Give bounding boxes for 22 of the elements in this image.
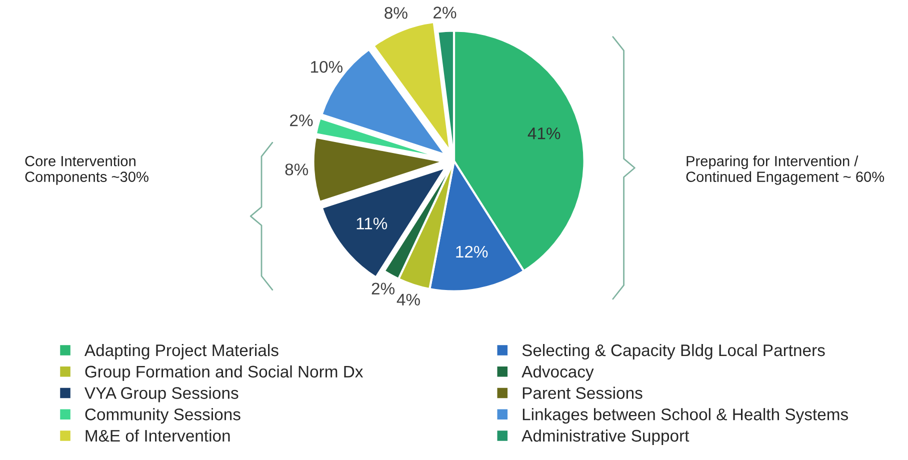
data-label: 2% (434, 6, 456, 18)
legend-label: VYA Group Sessions (84, 386, 238, 402)
data-label: 2% (290, 114, 313, 126)
legend-label: Advocacy (522, 365, 594, 381)
data-label: 4% (396, 294, 420, 306)
legend-label: M&E of Intervention (86, 429, 230, 442)
text: Preparing for Intervention / Continued Engagement ~ 60% (686, 156, 884, 185)
data-label: 41% (528, 128, 560, 140)
data-label: 8% (285, 164, 308, 176)
legend-label: Group Formation and Social Norm Dx (85, 365, 364, 381)
data-label: 2% (372, 282, 394, 294)
legend-label: Community Sessions (85, 408, 240, 424)
data-label: 10% (311, 60, 342, 73)
legend-label: Administrative Support (522, 429, 690, 445)
legend-label: Selecting & Capacity Bldg Local Partners (522, 344, 825, 360)
data-label: 12% (456, 246, 488, 258)
text: Core Intervention Components ~30% (25, 156, 148, 185)
legend-label: Linkages between School & Health Systems (522, 408, 848, 424)
data-label: 8% (384, 7, 408, 19)
legend-label: Parent Sessions (522, 386, 642, 399)
data-label: 11% (356, 218, 388, 230)
legend-label: Adapting Project Materials (84, 344, 278, 360)
